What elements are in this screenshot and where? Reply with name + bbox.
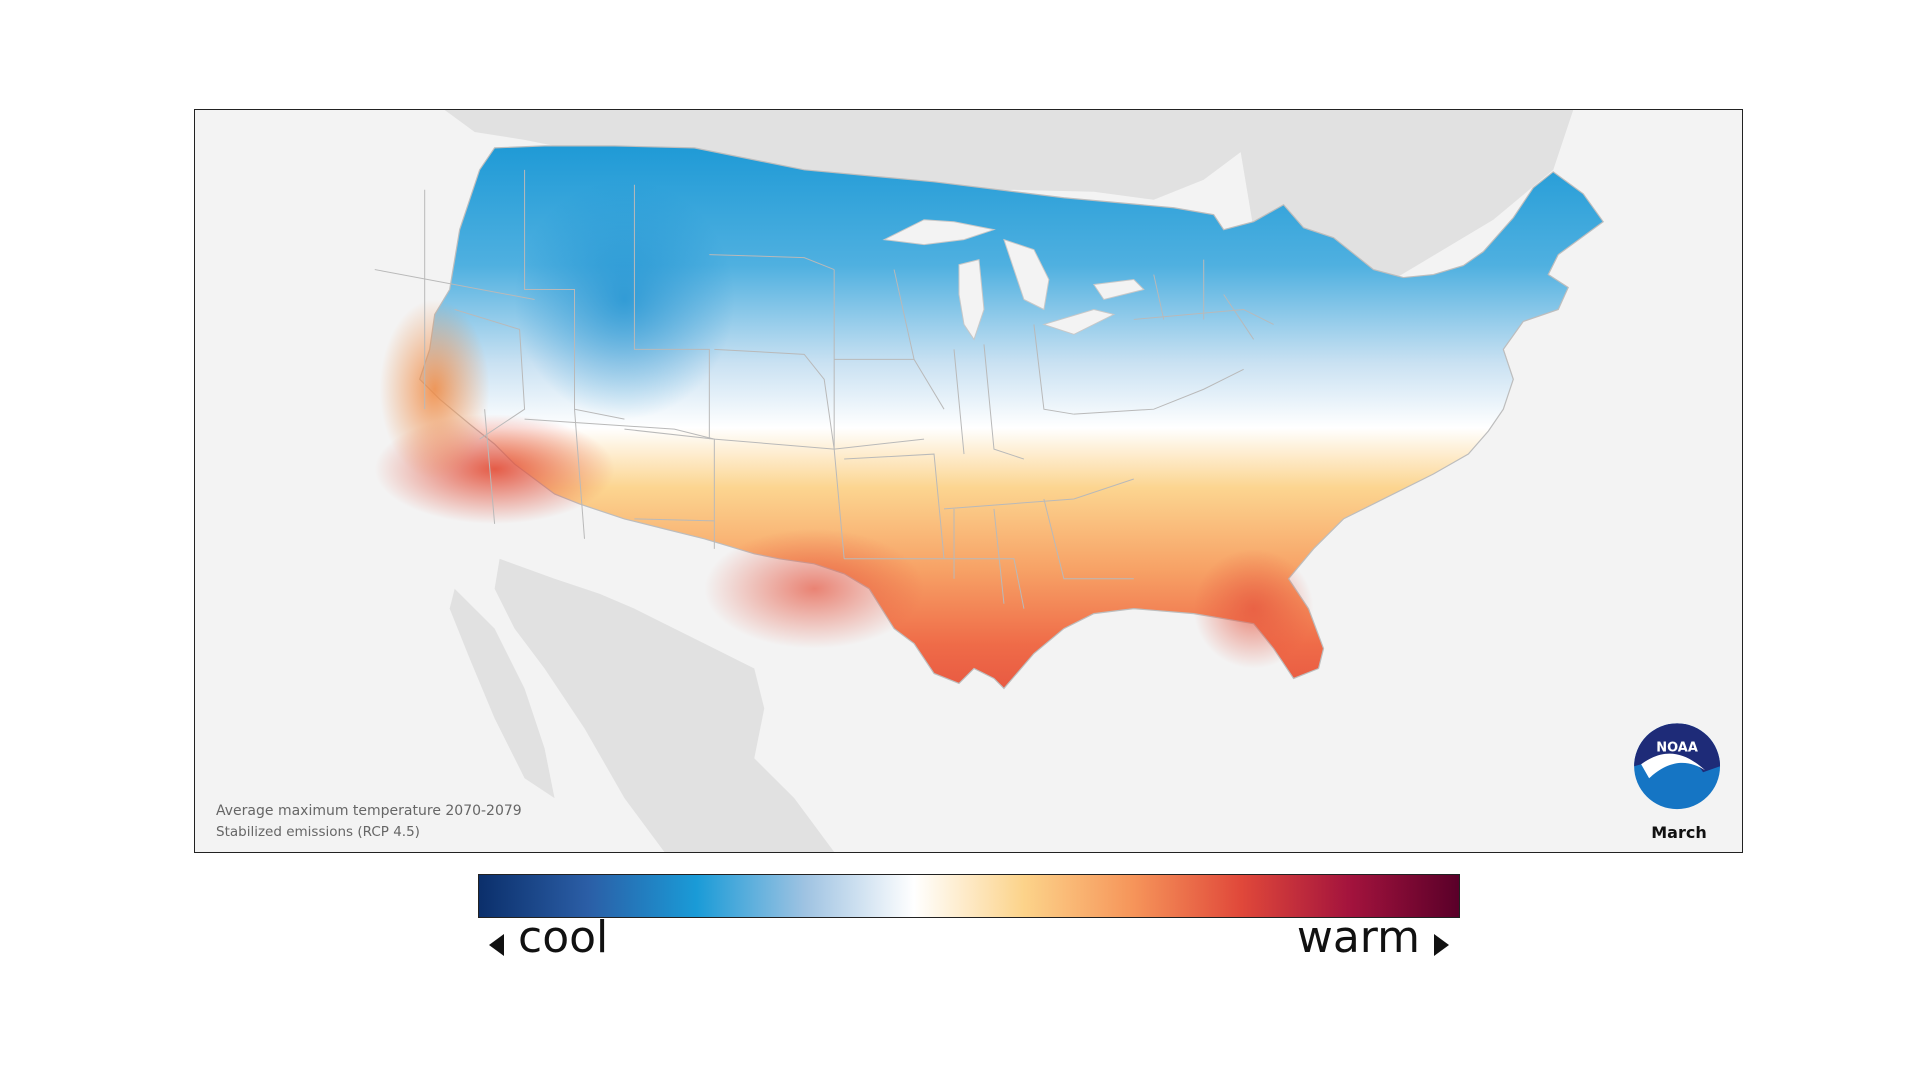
legend-warm-label: warm: [1296, 912, 1420, 963]
map-panel: NOAA Average maximum temperature 2070-20…: [194, 109, 1743, 853]
texas-hot-zone: [704, 528, 925, 649]
arrow-right-icon: [1434, 934, 1449, 956]
noaa-logo-text: NOAA: [1656, 740, 1698, 755]
noaa-logo: NOAA: [1634, 723, 1721, 810]
rocky-mountain-cold-zone: [514, 179, 735, 420]
legend-cool-label: cool: [518, 912, 609, 963]
arrow-left-icon: [489, 934, 504, 956]
map-caption-subtitle: Stabilized emissions (RCP 4.5): [216, 824, 420, 840]
state-borders: [374, 169, 1274, 609]
temperature-map: NOAA: [374, 110, 1721, 852]
conus-temperature-field: [374, 145, 1605, 690]
canada-landmass: [444, 110, 1244, 200]
map-caption-title: Average maximum temperature 2070-2079: [216, 803, 522, 819]
great-lakes: [882, 219, 1145, 341]
mexico-landmass: [494, 558, 835, 852]
month-label: March: [1651, 823, 1707, 842]
california-warm-zone: [379, 299, 490, 480]
color-scale-legend: [478, 874, 1460, 918]
florida-hot-zone: [1193, 548, 1314, 669]
baja-landmass: [449, 588, 555, 799]
